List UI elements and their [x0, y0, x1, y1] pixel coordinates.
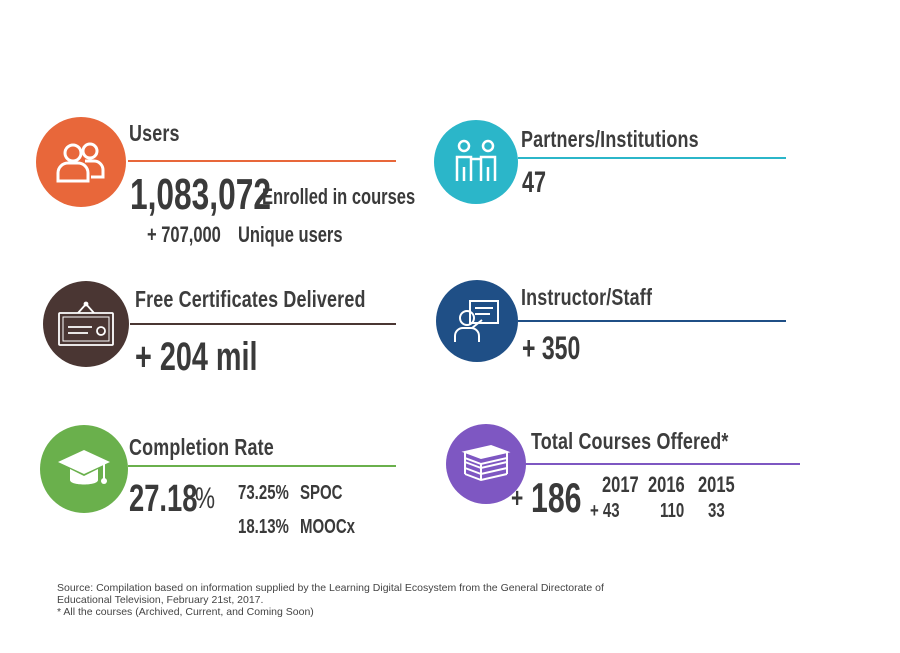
partners-rule — [518, 157, 786, 159]
courses-value-2017: + 43 — [590, 500, 620, 522]
certificate-icon — [58, 301, 114, 346]
source-line-1: Source: Compilation based on information… — [57, 582, 604, 594]
graduation-cap-icon — [58, 450, 110, 485]
certificates-circle — [43, 281, 129, 367]
completion-spoc-label: SPOC — [300, 482, 343, 504]
courses-rule — [525, 463, 800, 465]
completion-value: 27.18 — [129, 478, 198, 520]
courses-year-2015: 2015 — [698, 472, 735, 497]
courses-value-2016: 110 — [660, 500, 685, 522]
users-title: Users — [129, 120, 180, 146]
completion-percent-sign: % — [195, 482, 216, 515]
partners-title: Partners/Institutions — [521, 126, 699, 152]
users-unique-label: Unique users — [238, 222, 343, 247]
courses-title: Total Courses Offered* — [531, 428, 729, 454]
certificates-value: + 204 mil — [135, 335, 258, 379]
partners-value: 47 — [522, 166, 547, 199]
books-icon — [461, 444, 511, 482]
instructors-rule — [518, 320, 786, 322]
partners-circle — [434, 120, 518, 204]
instructors-circle — [436, 280, 518, 362]
courses-circle — [446, 424, 526, 504]
instructor-icon — [454, 300, 499, 342]
instructors-title: Instructor/Staff — [521, 284, 653, 310]
certificates-rule — [130, 323, 396, 325]
completion-moocx-value: 18.13% — [238, 516, 289, 538]
source-line-3: * All the courses (Archived, Current, an… — [57, 606, 314, 618]
instructors-value: + 350 — [522, 330, 581, 366]
source-note: Source: Compilation based on information… — [57, 582, 604, 618]
courses-year-2016: 2016 — [648, 472, 685, 497]
completion-moocx-label: MOOCx — [300, 516, 356, 538]
certificates-title: Free Certificates Delivered — [135, 286, 366, 312]
completion-rule — [128, 465, 396, 467]
courses-value: 186 — [531, 474, 582, 521]
source-line-2: Educational Television, February 21st, 2… — [57, 594, 264, 606]
completion-title: Completion Rate — [129, 434, 274, 460]
users-icon — [56, 142, 105, 183]
users-enrolled-label: Enrolled in courses — [262, 184, 416, 209]
users-enrolled-value: 1,083,072 — [130, 170, 271, 219]
completion-spoc-value: 73.25% — [238, 482, 289, 504]
users-unique-value: + 707,000 — [147, 222, 221, 247]
partners-icon — [455, 139, 497, 181]
users-circle — [36, 117, 126, 207]
courses-year-2017: 2017 — [602, 472, 639, 497]
courses-plus: + — [511, 482, 524, 513]
courses-value-2015: 33 — [708, 500, 725, 522]
users-rule — [128, 160, 396, 162]
completion-circle — [40, 425, 128, 513]
